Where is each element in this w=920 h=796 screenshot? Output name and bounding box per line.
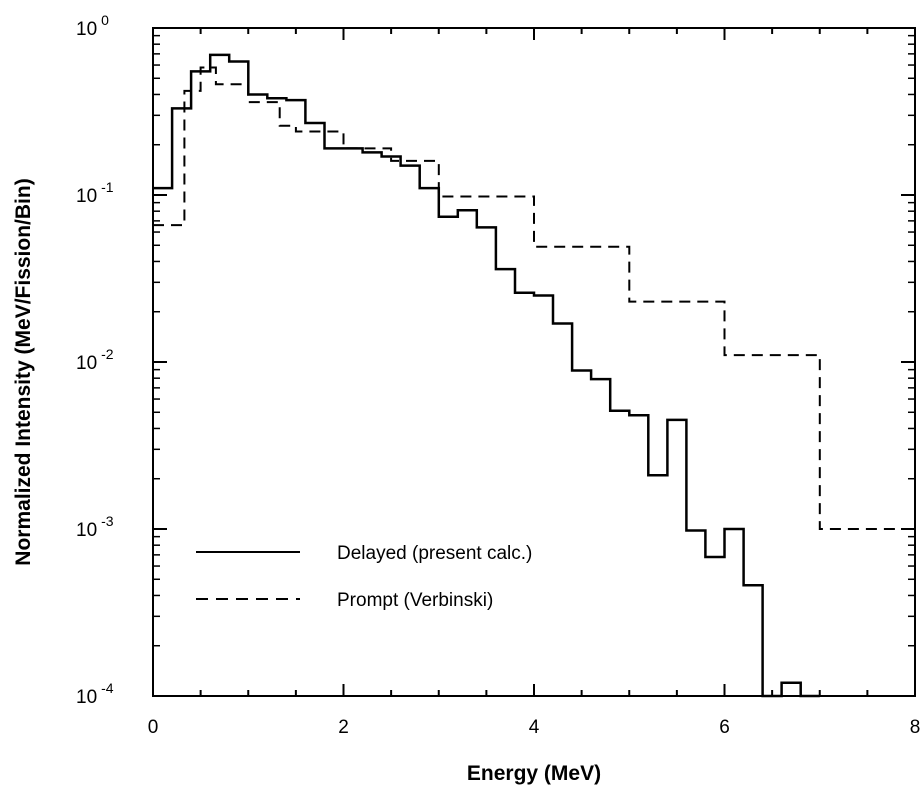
x-tick-label: 4 [529,717,540,738]
x-tick-label: 0 [148,717,159,738]
x-tick-label: 8 [910,717,920,738]
series-line-delayed [153,53,820,698]
y-tick-label: 10 0 [76,12,109,40]
series-line-prompt [153,66,915,530]
y-tick-label: 10 -1 [76,179,114,207]
legend-label: Prompt (Verbinski) [337,590,493,611]
plot-frame [152,27,916,697]
x-tick-label: 6 [719,717,730,738]
legend-label: Delayed (present calc.) [337,543,532,564]
y-tick-label: 10 -3 [76,513,114,541]
y-tick-label: 10 -4 [76,680,114,708]
x-axis-title: Energy (MeV) [467,762,601,785]
y-tick-label: 10 -2 [76,346,114,374]
y-axis-title: Normalized Intensity (MeV/Fission/Bin) [12,178,35,565]
x-tick-label: 2 [338,717,349,738]
